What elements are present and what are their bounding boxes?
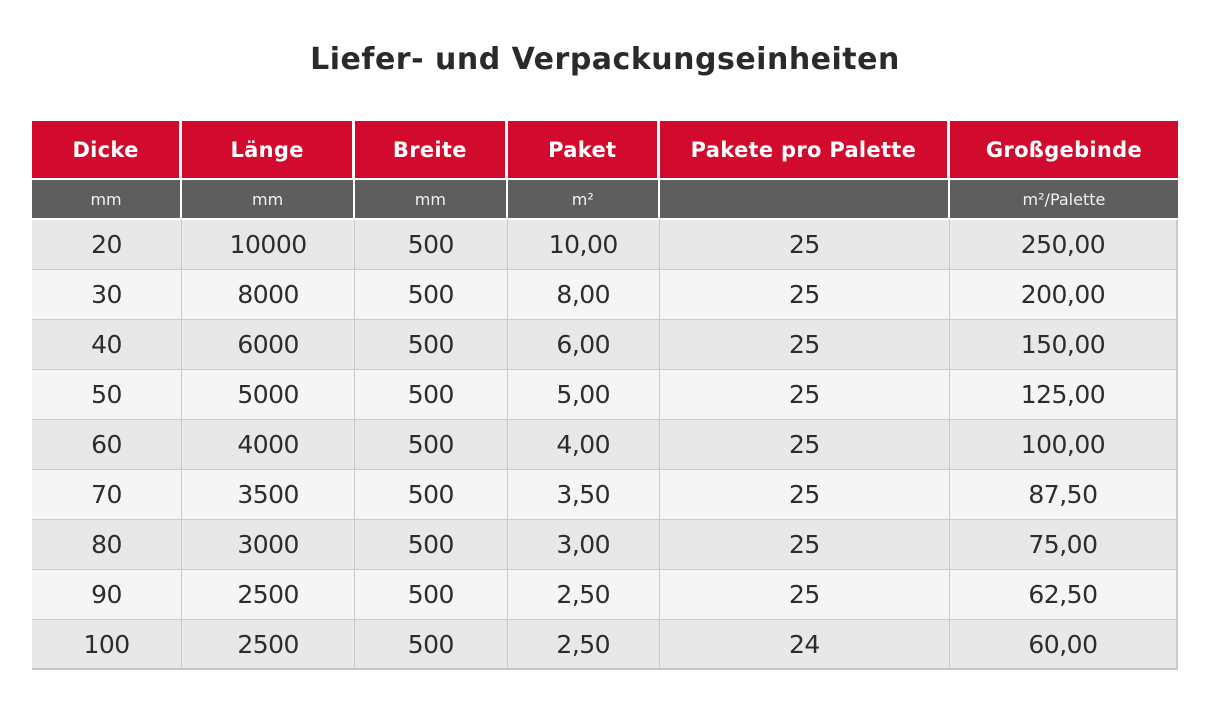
table-cell: 80 xyxy=(32,520,183,570)
table-cell: 25 xyxy=(659,420,950,470)
table-cell: 75,00 xyxy=(949,520,1178,570)
column-header-dicke: Dicke xyxy=(32,121,183,180)
unit-cell-laenge: mm xyxy=(182,180,356,220)
table-row: 40 6000 500 6,00 25 150,00 xyxy=(32,320,1178,370)
table-cell: 100 xyxy=(32,620,183,670)
table-cell: 8000 xyxy=(182,270,356,320)
table-cell: 6,00 xyxy=(507,320,660,370)
table-cell: 500 xyxy=(355,420,508,470)
table-row: 100 2500 500 2,50 24 60,00 xyxy=(32,620,1178,670)
table-row: 70 3500 500 3,50 25 87,50 xyxy=(32,470,1178,520)
table-row: 20 10000 500 10,00 25 250,00 xyxy=(32,220,1178,270)
table-cell: 25 xyxy=(659,470,950,520)
table-row: 90 2500 500 2,50 25 62,50 xyxy=(32,570,1178,620)
table-cell: 500 xyxy=(355,520,508,570)
table-cell: 8,00 xyxy=(507,270,660,320)
page-title: Liefer- und Verpackungseinheiten xyxy=(310,42,900,77)
table-body: 20 10000 500 10,00 25 250,00 30 8000 500… xyxy=(32,220,1178,670)
table-cell: 25 xyxy=(659,320,950,370)
table-cell: 500 xyxy=(355,270,508,320)
table-container: Dicke Länge Breite Paket Pakete pro Pale… xyxy=(32,121,1178,670)
table-cell: 62,50 xyxy=(949,570,1178,620)
table-cell: 40 xyxy=(32,320,183,370)
table-cell: 90 xyxy=(32,570,183,620)
header-row: Dicke Länge Breite Paket Pakete pro Pale… xyxy=(32,121,1178,180)
unit-cell-paket: m² xyxy=(507,180,660,220)
table-cell: 3,00 xyxy=(507,520,660,570)
table-cell: 60,00 xyxy=(949,620,1178,670)
table-row: 60 4000 500 4,00 25 100,00 xyxy=(32,420,1178,470)
table-cell: 70 xyxy=(32,470,183,520)
table-cell: 10,00 xyxy=(507,220,660,270)
table-cell: 4000 xyxy=(182,420,356,470)
column-header-grossgebinde: Großgebinde xyxy=(949,121,1178,180)
table-row: 50 5000 500 5,00 25 125,00 xyxy=(32,370,1178,420)
table-cell: 25 xyxy=(659,520,950,570)
table-cell: 6000 xyxy=(182,320,356,370)
table-cell: 250,00 xyxy=(949,220,1178,270)
column-header-breite: Breite xyxy=(355,121,508,180)
table-cell: 500 xyxy=(355,570,508,620)
table-cell: 20 xyxy=(32,220,183,270)
table-row: 30 8000 500 8,00 25 200,00 xyxy=(32,270,1178,320)
table-cell: 2,50 xyxy=(507,570,660,620)
table-cell: 2500 xyxy=(182,620,356,670)
table-cell: 25 xyxy=(659,370,950,420)
table-cell: 2500 xyxy=(182,570,356,620)
table-cell: 3,50 xyxy=(507,470,660,520)
table-cell: 87,50 xyxy=(949,470,1178,520)
table-cell: 25 xyxy=(659,220,950,270)
table-cell: 24 xyxy=(659,620,950,670)
table-cell: 50 xyxy=(32,370,183,420)
table-cell: 150,00 xyxy=(949,320,1178,370)
table-cell: 10000 xyxy=(182,220,356,270)
unit-cell-dicke: mm xyxy=(32,180,183,220)
table-cell: 60 xyxy=(32,420,183,470)
table-cell: 25 xyxy=(659,570,950,620)
table-cell: 100,00 xyxy=(949,420,1178,470)
unit-cell-grossgebinde: m²/Palette xyxy=(949,180,1178,220)
unit-cell-pakete-pro-palette xyxy=(659,180,950,220)
table-cell: 4,00 xyxy=(507,420,660,470)
column-header-pakete-pro-palette: Pakete pro Palette xyxy=(659,121,950,180)
table-cell: 500 xyxy=(355,620,508,670)
table-cell: 25 xyxy=(659,270,950,320)
table-cell: 500 xyxy=(355,470,508,520)
table-cell: 125,00 xyxy=(949,370,1178,420)
column-header-paket: Paket xyxy=(507,121,660,180)
table-cell: 2,50 xyxy=(507,620,660,670)
unit-cell-breite: mm xyxy=(355,180,508,220)
column-header-laenge: Länge xyxy=(182,121,356,180)
table-row: 80 3000 500 3,00 25 75,00 xyxy=(32,520,1178,570)
table-cell: 5,00 xyxy=(507,370,660,420)
units-row: mm mm mm m² m²/Palette xyxy=(32,180,1178,220)
table-cell: 500 xyxy=(355,220,508,270)
table-cell: 500 xyxy=(355,370,508,420)
table-cell: 500 xyxy=(355,320,508,370)
delivery-units-table: Dicke Länge Breite Paket Pakete pro Pale… xyxy=(32,121,1178,670)
table-cell: 3500 xyxy=(182,470,356,520)
table-cell: 3000 xyxy=(182,520,356,570)
table-cell: 30 xyxy=(32,270,183,320)
table-cell: 200,00 xyxy=(949,270,1178,320)
table-cell: 5000 xyxy=(182,370,356,420)
